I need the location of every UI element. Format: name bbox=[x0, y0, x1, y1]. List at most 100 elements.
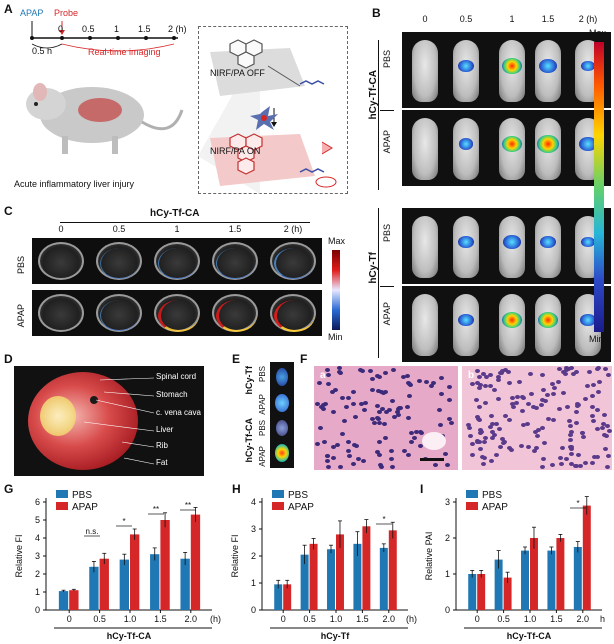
nucleus-dot bbox=[506, 417, 512, 422]
nucleus-dot bbox=[320, 407, 326, 412]
nucleus-dot bbox=[372, 421, 378, 426]
bar-pbs bbox=[521, 550, 529, 610]
nucleus-dot bbox=[374, 415, 380, 420]
nucleus-dot bbox=[390, 399, 396, 404]
b-row-label-1: APAP bbox=[382, 130, 392, 154]
nucleus-dot bbox=[325, 368, 331, 373]
b-time-0: 0 bbox=[422, 14, 428, 24]
y-tick-label: 3 bbox=[445, 497, 450, 507]
nucleus-dot bbox=[549, 463, 555, 468]
nucleus-dot bbox=[476, 417, 482, 422]
x-tick-label: 0 bbox=[281, 614, 286, 624]
nucleus-dot bbox=[376, 409, 382, 414]
nucleus-dot bbox=[405, 373, 411, 378]
x-axis-label: hCy-Tf-CA bbox=[107, 631, 152, 641]
nucleus-dot bbox=[550, 391, 556, 396]
x-tick-label: 1.5 bbox=[356, 614, 369, 624]
nucleus-dot bbox=[400, 374, 406, 379]
nucleus-dot bbox=[405, 452, 411, 457]
nucleus-dot bbox=[580, 434, 586, 439]
nucleus-dot bbox=[484, 375, 490, 380]
y-tick-label: 0 bbox=[445, 605, 450, 615]
legend-label-apap: APAP bbox=[288, 502, 314, 513]
nucleus-dot bbox=[600, 421, 606, 426]
nucleus-dot bbox=[509, 447, 515, 452]
nucleus-dot bbox=[544, 392, 550, 397]
b-row-divider-2 bbox=[380, 286, 394, 287]
nucleus-dot bbox=[487, 383, 493, 388]
chart-i: 0 1 2 3 Relative PAI 0 0.5 1.0 1.5 2.0 h hCy-Tf-CA P… bbox=[424, 490, 605, 641]
bar-pbs bbox=[547, 550, 556, 610]
legend-swatch-apap bbox=[272, 502, 284, 510]
d-label-5: Fat bbox=[156, 458, 168, 467]
nucleus-dot bbox=[380, 407, 386, 412]
nucleus-dot bbox=[533, 430, 539, 435]
nucleus-dot bbox=[606, 428, 612, 433]
i-sig-2p0: * bbox=[576, 499, 579, 508]
x-tick-label: 0.5 bbox=[497, 614, 510, 624]
bar-pbs bbox=[150, 554, 160, 610]
mechanism-box bbox=[198, 26, 348, 194]
e-row-2: PBS bbox=[258, 420, 267, 437]
nucleus-dot bbox=[563, 366, 569, 371]
x-tick-label: 0.5 bbox=[303, 614, 316, 624]
c-time-2: 1 bbox=[174, 224, 180, 234]
nucleus-dot bbox=[517, 380, 523, 385]
b-group-bracket-0 bbox=[378, 40, 379, 190]
nucleus-dot bbox=[408, 430, 414, 435]
b-mouse-image bbox=[443, 208, 489, 284]
timeline-tick-2: 1 bbox=[114, 24, 120, 34]
nucleus-dot bbox=[493, 452, 499, 457]
timeline-tick-3: 1.5 bbox=[138, 24, 151, 34]
y-tick-label: 5 bbox=[35, 515, 40, 525]
nucleus-dot bbox=[361, 407, 367, 412]
b-row-label-2: PBS bbox=[382, 224, 392, 243]
bar-pbs bbox=[327, 549, 335, 610]
nucleus-dot bbox=[541, 457, 547, 462]
nucleus-dot bbox=[351, 401, 357, 406]
g-sig-0p5: n.s. bbox=[86, 527, 99, 536]
nucleus-dot bbox=[391, 368, 397, 373]
y-axis-label: Relative PAI bbox=[424, 532, 434, 581]
y-tick-label: 4 bbox=[251, 497, 256, 507]
nucleus-dot bbox=[601, 412, 607, 417]
c-pa-image bbox=[90, 238, 148, 284]
e-group-0: hCy-Tf bbox=[244, 366, 254, 395]
nucleus-dot bbox=[318, 426, 324, 431]
nucleus-dot bbox=[573, 420, 579, 425]
nucleus-dot bbox=[324, 454, 330, 459]
nucleus-dot bbox=[559, 446, 565, 451]
nucleus-dot bbox=[480, 372, 486, 377]
nucleus-dot bbox=[563, 372, 569, 377]
e-organ-strip bbox=[270, 362, 294, 468]
c-time-0: 0 bbox=[58, 224, 64, 234]
nucleus-dot bbox=[525, 444, 531, 449]
c-pa-image bbox=[206, 238, 264, 284]
nucleus-dot bbox=[336, 366, 342, 371]
nucleus-dot bbox=[558, 455, 564, 460]
c-pa-image bbox=[32, 290, 90, 336]
nucleus-dot bbox=[469, 381, 475, 386]
panel-d-letter: D bbox=[4, 352, 13, 366]
nucleus-dot bbox=[489, 421, 495, 426]
nucleus-dot bbox=[490, 429, 496, 434]
nucleus-dot bbox=[604, 433, 610, 438]
nucleus-dot bbox=[449, 421, 455, 426]
nucleus-dot bbox=[561, 369, 567, 374]
nucleus-dot bbox=[362, 401, 368, 405]
nucleus-dot bbox=[577, 463, 583, 468]
nucleus-dot bbox=[483, 384, 489, 389]
nucleus-dot bbox=[383, 410, 389, 415]
b-color-scale bbox=[594, 42, 604, 332]
nucleus-dot bbox=[603, 366, 609, 371]
nucleus-dot bbox=[331, 445, 337, 450]
nucleus-dot bbox=[487, 373, 493, 378]
nucleus-dot bbox=[359, 368, 365, 373]
nucleus-dot bbox=[395, 412, 401, 417]
c-pa-image bbox=[148, 290, 206, 336]
nucleus-dot bbox=[552, 386, 558, 391]
nucleus-dot bbox=[497, 445, 503, 450]
nucleus-dot bbox=[503, 413, 509, 418]
legend-swatch-apap bbox=[56, 502, 68, 510]
nucleus-dot bbox=[515, 394, 521, 399]
